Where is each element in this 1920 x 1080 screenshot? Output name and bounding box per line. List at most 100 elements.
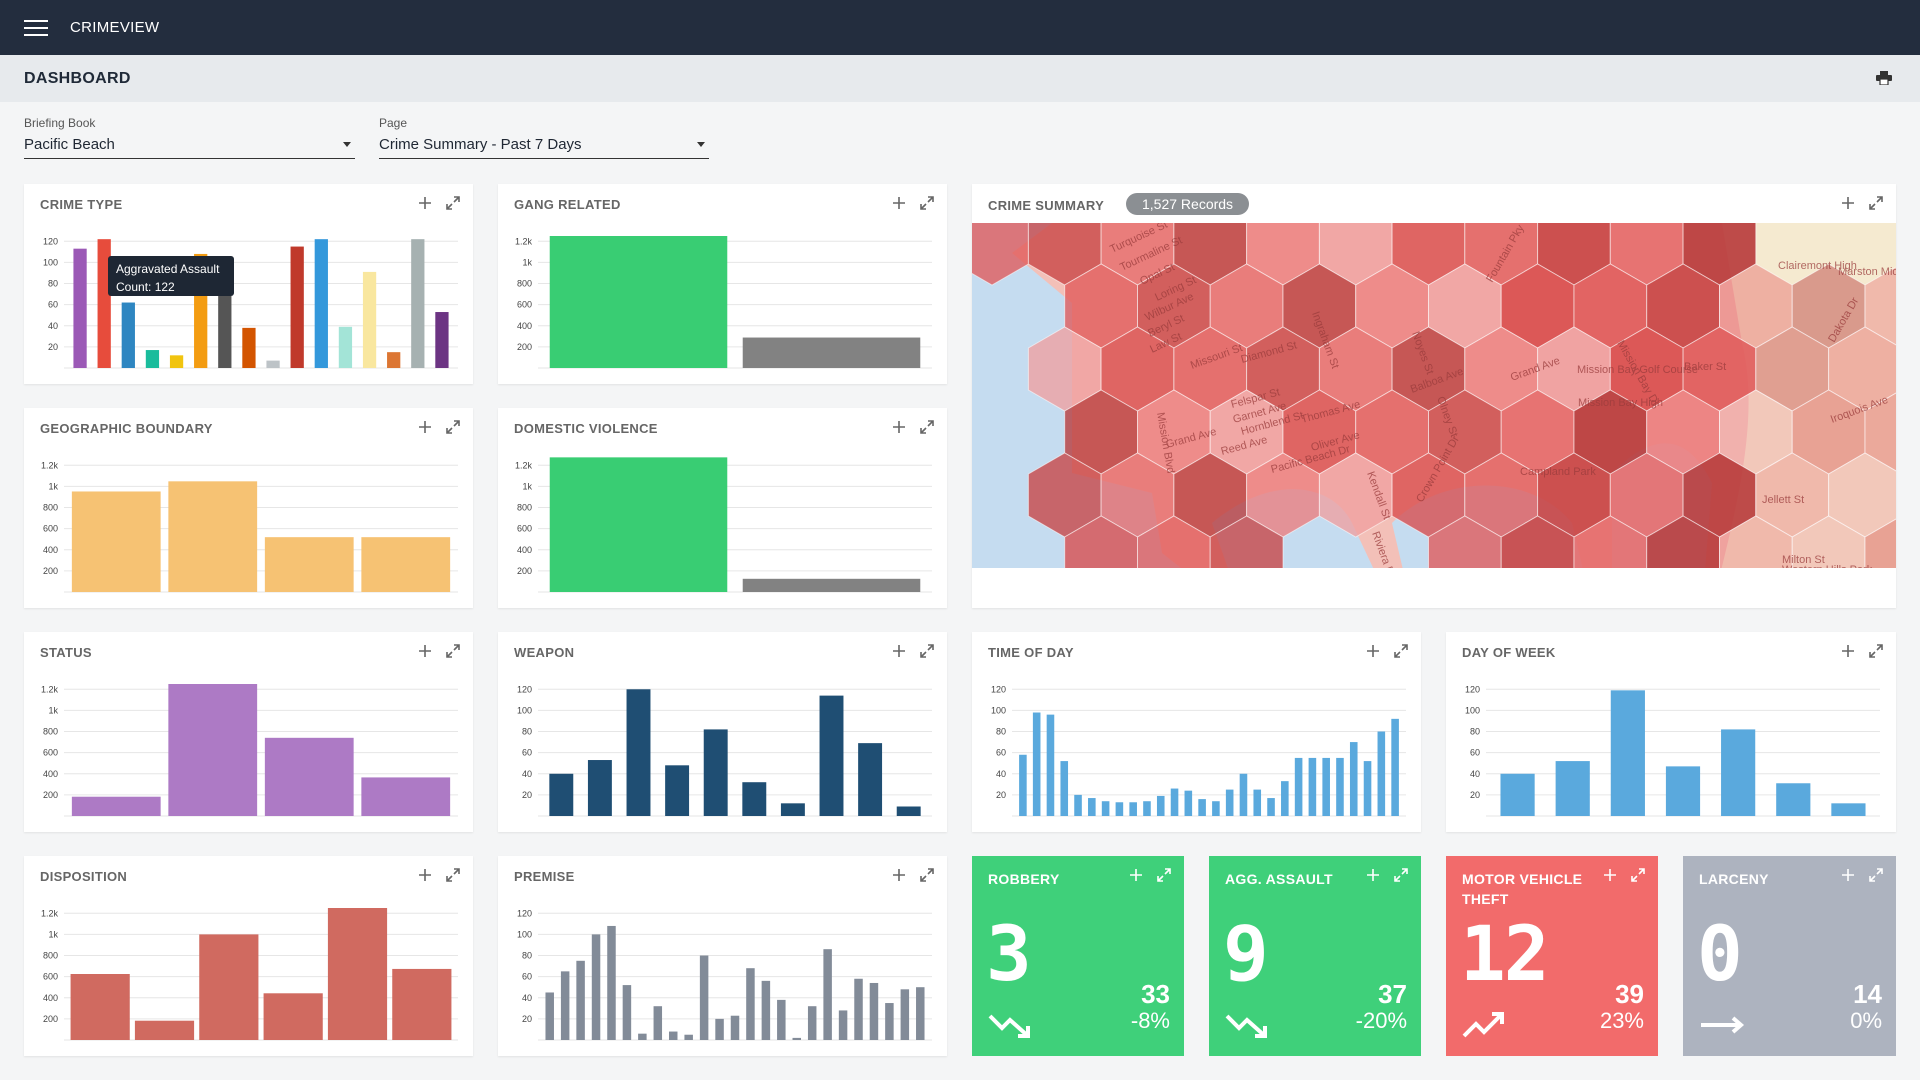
expand-icon[interactable]: [1630, 867, 1646, 883]
plus-icon[interactable]: [891, 195, 907, 211]
y-tick-label: 1k: [522, 257, 532, 267]
expand-icon[interactable]: [919, 643, 935, 659]
y-tick-label: 200: [517, 566, 532, 576]
y-tick-label: 20: [48, 342, 58, 352]
kpi-motor-vehicle-theft[interactable]: MOTOR VEHICLE THEFT 12 39 23%: [1446, 856, 1658, 1056]
card-title: STATUS: [40, 645, 92, 660]
page-select[interactable]: Page Crime Summary - Past 7 Days: [379, 116, 709, 159]
plus-icon[interactable]: [1840, 867, 1856, 883]
y-tick-label: 800: [43, 727, 58, 737]
y-tick-label: 100: [517, 705, 532, 715]
chart-bar: [699, 955, 709, 1040]
kpi-percent: 0%: [1850, 1008, 1882, 1033]
y-tick-label: 400: [43, 769, 58, 779]
chart-bar: [653, 1006, 663, 1040]
y-tick-label: 200: [517, 342, 532, 352]
chart-bar: [1170, 788, 1179, 816]
chart-bar: [1555, 761, 1590, 816]
plus-icon[interactable]: [417, 419, 433, 435]
chart-bar: [1776, 783, 1811, 816]
top-bar: CRIMEVIEW: [0, 0, 1920, 55]
chart-bar: [1377, 731, 1386, 816]
crime-map[interactable]: Turquoise St Tourmaline St Opal St Loring S…: [972, 223, 1896, 568]
hex-bin: [1791, 515, 1866, 568]
plus-icon[interactable]: [891, 419, 907, 435]
map-street-label: Marston Middle: [1838, 266, 1896, 278]
expand-icon[interactable]: [1156, 867, 1172, 883]
briefing-book-select[interactable]: Briefing Book Pacific Beach: [24, 116, 355, 159]
plus-icon[interactable]: [1840, 195, 1856, 211]
tooltip-count: Count: 122: [116, 280, 175, 294]
expand-icon[interactable]: [445, 419, 461, 435]
chart-bar: [1391, 718, 1399, 816]
y-tick-label: 80: [522, 727, 532, 737]
print-icon[interactable]: [1876, 71, 1892, 85]
expand-icon[interactable]: [1393, 867, 1409, 883]
chart-bar: [1281, 781, 1289, 816]
y-tick-label: 60: [996, 748, 1006, 758]
y-tick-label: 1.2k: [41, 684, 59, 694]
y-tick-label: 1k: [48, 705, 58, 715]
plus-icon[interactable]: [1365, 867, 1381, 883]
kpi-larceny[interactable]: LARCENY 0 14 0%: [1683, 856, 1896, 1056]
expand-icon[interactable]: [1393, 643, 1409, 659]
expand-icon[interactable]: [919, 195, 935, 211]
plus-icon[interactable]: [1602, 867, 1618, 883]
chart-bar: [807, 1006, 817, 1040]
kpi-robbery[interactable]: ROBBERY 3 33 -8%: [972, 856, 1184, 1056]
expand-icon[interactable]: [919, 867, 935, 883]
y-tick-label: 1k: [522, 481, 532, 491]
chart-bar: [896, 806, 921, 816]
chart-bar: [199, 934, 259, 1040]
plus-icon[interactable]: [417, 195, 433, 211]
chart-bar: [327, 908, 388, 1040]
chart-bar: [169, 355, 184, 368]
page-title: DASHBOARD: [24, 69, 131, 87]
chart-bar: [545, 992, 554, 1040]
plus-icon[interactable]: [891, 867, 907, 883]
chart-bar: [264, 737, 354, 816]
expand-icon[interactable]: [1868, 195, 1884, 211]
y-tick-label: 60: [522, 972, 532, 982]
chart-bar: [71, 491, 161, 592]
plus-icon[interactable]: [1128, 867, 1144, 883]
expand-icon[interactable]: [1868, 643, 1884, 659]
chart-bar: [1610, 690, 1645, 816]
map-street-label: Jellett St: [1762, 494, 1804, 506]
expand-icon[interactable]: [445, 867, 461, 883]
plus-icon[interactable]: [417, 643, 433, 659]
hex-bin: [1064, 515, 1138, 568]
kpi-percent: 23%: [1599, 1008, 1644, 1033]
expand-icon[interactable]: [445, 643, 461, 659]
hex-bin: [1573, 515, 1648, 568]
plus-icon[interactable]: [1840, 643, 1856, 659]
y-tick-label: 80: [522, 951, 532, 961]
chart-bar: [314, 239, 328, 368]
kpi-percent: -20%: [1355, 1008, 1407, 1033]
menu-icon[interactable]: [24, 19, 48, 36]
card-title: DISPOSITION: [40, 869, 128, 884]
crime-type-chart: 120 100 80 60 40 20: [43, 236, 458, 369]
card-title: DAY OF WEEK: [1462, 645, 1556, 660]
kpi-big-value: 0: [1697, 909, 1743, 998]
y-tick-label: 400: [517, 545, 532, 555]
plus-icon[interactable]: [417, 867, 433, 883]
kpi-agg-assault[interactable]: AGG. ASSAULT 9 37 -20%: [1209, 856, 1421, 1056]
expand-icon[interactable]: [1868, 867, 1884, 883]
y-tick-label: 20: [522, 1014, 532, 1024]
plus-icon[interactable]: [1365, 643, 1381, 659]
chart-bar: [71, 796, 161, 816]
chart-bar: [1101, 801, 1110, 816]
chart-bar: [742, 578, 921, 592]
chart-bar: [638, 1033, 647, 1040]
plus-icon[interactable]: [891, 643, 907, 659]
chart-bar: [1665, 766, 1701, 816]
expand-icon[interactable]: [445, 195, 461, 211]
chart-bar: [1184, 790, 1193, 816]
chart-bar: [264, 537, 354, 592]
expand-icon[interactable]: [919, 419, 935, 435]
chart-bar: [780, 803, 805, 816]
y-tick-label: 1.2k: [515, 460, 533, 470]
chart-bar: [97, 239, 111, 368]
chart-bar: [742, 337, 921, 368]
